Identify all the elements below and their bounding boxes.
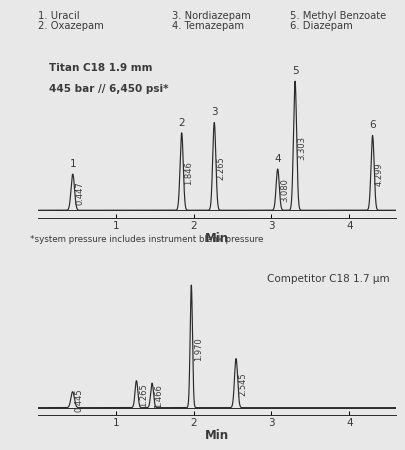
X-axis label: Min: Min bbox=[205, 429, 228, 442]
Text: 6: 6 bbox=[369, 120, 375, 130]
Text: Titan C18 1.9 mm: Titan C18 1.9 mm bbox=[49, 63, 152, 73]
Text: 1.970: 1.970 bbox=[193, 337, 202, 361]
Text: 1: 1 bbox=[69, 159, 76, 169]
Text: 2.265: 2.265 bbox=[216, 156, 225, 180]
Text: 2.545: 2.545 bbox=[238, 372, 247, 396]
Text: Competitor C18 1.7 μm: Competitor C18 1.7 μm bbox=[266, 274, 389, 284]
Text: 3.303: 3.303 bbox=[296, 136, 306, 160]
Text: 3.080: 3.080 bbox=[279, 179, 288, 202]
Text: *system pressure includes instrument blank pressure: *system pressure includes instrument bla… bbox=[30, 235, 262, 244]
Text: 4.299: 4.299 bbox=[374, 162, 383, 186]
Text: 1.265: 1.265 bbox=[139, 383, 147, 407]
X-axis label: Min: Min bbox=[205, 232, 228, 245]
Text: 1. Uracil: 1. Uracil bbox=[38, 11, 79, 21]
Text: 0.445: 0.445 bbox=[75, 388, 84, 412]
Text: 4. Temazepam: 4. Temazepam bbox=[172, 21, 243, 31]
Text: 1.466: 1.466 bbox=[154, 384, 163, 408]
Text: 445 bar // 6,450 psi*: 445 bar // 6,450 psi* bbox=[49, 84, 168, 94]
Text: 3: 3 bbox=[211, 108, 217, 117]
Text: 1.846: 1.846 bbox=[183, 161, 192, 185]
Text: 3. Nordiazepam: 3. Nordiazepam bbox=[172, 11, 250, 21]
Text: 6. Diazepam: 6. Diazepam bbox=[289, 21, 352, 31]
Text: 2: 2 bbox=[178, 118, 185, 128]
Text: 5: 5 bbox=[291, 66, 298, 76]
Text: 2. Oxazepam: 2. Oxazepam bbox=[38, 21, 104, 31]
Text: 5. Methyl Benzoate: 5. Methyl Benzoate bbox=[289, 11, 385, 21]
Text: 0.447: 0.447 bbox=[75, 181, 84, 205]
Text: 4: 4 bbox=[274, 154, 280, 164]
